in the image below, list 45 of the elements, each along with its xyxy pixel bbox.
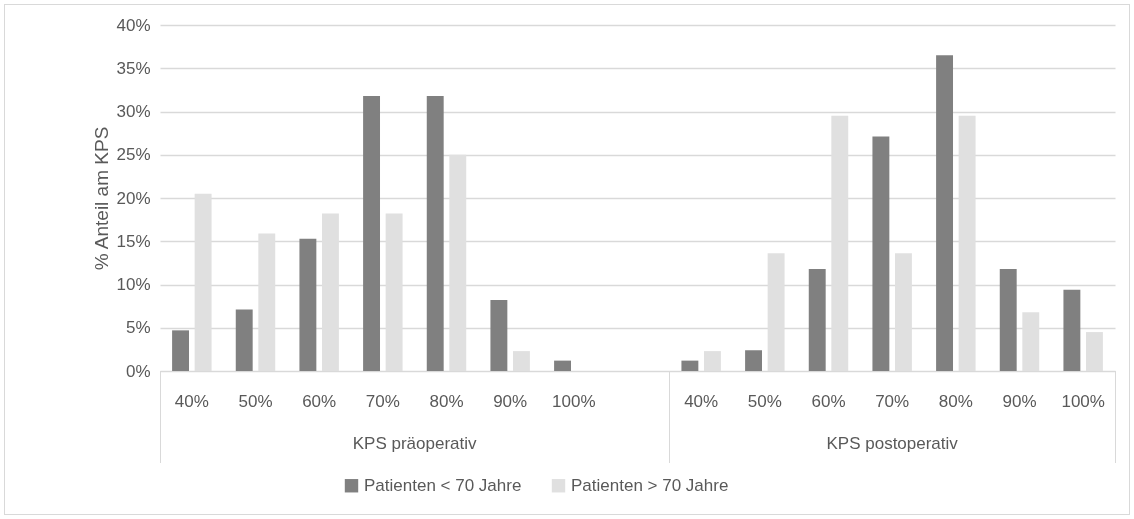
bar [299, 238, 317, 371]
y-tick-label: 25% [116, 145, 151, 165]
bar [1063, 289, 1081, 371]
x-tick-label: 60% [811, 391, 846, 411]
y-tick-label: 20% [116, 188, 151, 208]
x-tick-label: 90% [493, 391, 528, 411]
x-tick-label: 70% [365, 391, 400, 411]
bar [512, 351, 530, 371]
y-tick-label: 0% [125, 361, 151, 381]
text: KPS postoperativ [826, 434, 958, 454]
bar [426, 95, 444, 371]
y-tick-label: 35% [116, 58, 151, 78]
bar [235, 309, 253, 371]
y-tick-label: 10% [116, 275, 151, 294]
x-tick-label: 100% [1061, 391, 1105, 411]
bar [681, 360, 699, 371]
x-tick-label: 60% [302, 391, 337, 411]
bar [745, 350, 763, 371]
x-tick-label: 50% [238, 391, 273, 411]
bar [999, 268, 1017, 371]
text: KPS präoperativ [352, 434, 477, 454]
x-tick-label: 40% [174, 391, 209, 411]
bar [872, 136, 890, 371]
bar [363, 95, 381, 371]
y-tick-label: 15% [116, 231, 151, 251]
x-tick-label: 80% [429, 391, 464, 411]
bar [808, 268, 826, 371]
bar [172, 330, 190, 371]
x-tick-label: 80% [938, 391, 973, 411]
legend-label: Patienten < 70 Jahre [364, 475, 522, 495]
bar [1085, 332, 1103, 371]
bar [554, 360, 572, 371]
y-tick-label: 30% [116, 102, 151, 121]
x-tick-label: 70% [875, 391, 910, 411]
x-tick-label: 90% [1002, 391, 1037, 411]
bar [936, 55, 954, 371]
y-tick-label: 40% [116, 15, 151, 35]
x-tick-label: 100% [552, 391, 596, 411]
x-tick-label: 50% [747, 391, 782, 411]
x-tick-label: 40% [684, 391, 719, 411]
bar [490, 300, 508, 371]
bar [703, 351, 721, 371]
y-axis-title: % Anteil am KPS [91, 126, 113, 271]
legend-label: Patienten > 70 Jahre [571, 475, 729, 495]
y-tick-label: 5% [125, 318, 151, 338]
